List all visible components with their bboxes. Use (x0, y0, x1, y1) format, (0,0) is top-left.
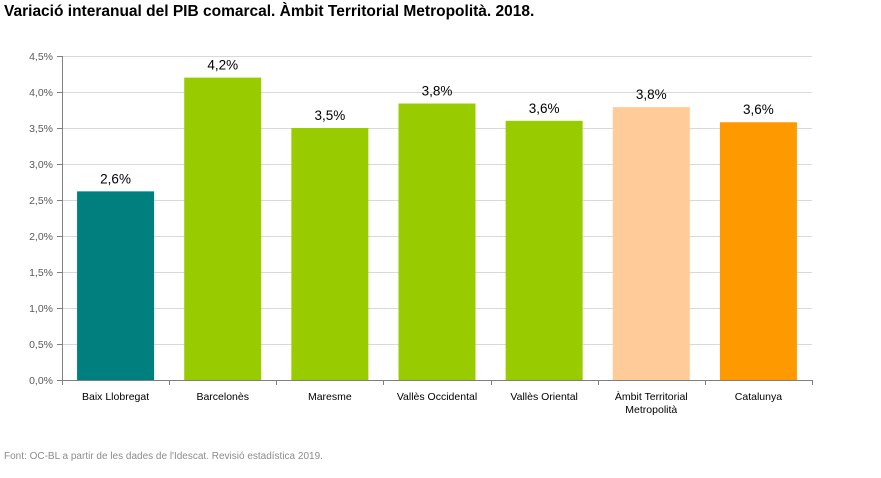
y-tick-label: 2,0% (29, 231, 53, 243)
bars: 2,6% 4,2% 3,5% 3,8% 3,6% 3,8% 3,6% (77, 58, 797, 381)
bar (505, 120, 583, 381)
x-tick-label: Barcelonès (196, 391, 249, 403)
x-axis: Baix Llobregat Barcelonès Maresme Vallès Oc… (62, 380, 813, 416)
x-tick-label: Maresme (308, 391, 352, 403)
y-tick-label: 0,5% (29, 339, 53, 351)
x-tick-label: Àmbit Territorial Metropolità (615, 390, 688, 416)
data-label: 3,6% (529, 101, 560, 116)
x-tick-label: Vallès Oriental (510, 391, 578, 403)
x-tick-label: Catalunya (735, 391, 782, 403)
y-axis: 0,0% 0,5% 1,0% 1,5% 2,0% 2,5% 3,0% 3,5% 4,0% 4,5% (29, 51, 63, 387)
y-tick-label: 4,5% (29, 51, 53, 63)
data-label: 3,5% (314, 108, 345, 123)
x-tick-label: Vallès Occidental (397, 391, 477, 403)
y-tick-label: 0,0% (29, 375, 53, 387)
data-label: 3,8% (636, 87, 667, 102)
bar (184, 77, 262, 380)
data-label: 3,6% (743, 102, 774, 117)
data-label: 3,8% (422, 84, 453, 99)
y-tick-label: 1,5% (29, 267, 53, 279)
y-tick-label: 4,0% (29, 87, 53, 99)
chart-title: Variació interanual del PIB comarcal. Àm… (4, 3, 535, 20)
bar (398, 103, 476, 381)
y-tick-label: 2,5% (29, 195, 53, 207)
source-note: Font: OC-BL a partir de les dades de l'I… (4, 451, 323, 462)
y-tick-label: 1,0% (29, 303, 53, 315)
x-tick-label: Baix Llobregat (82, 391, 149, 403)
y-tick-label: 3,0% (29, 159, 53, 171)
bar (291, 128, 369, 380)
y-tick-label: 3,5% (29, 123, 53, 135)
bar (77, 191, 155, 380)
bar (612, 107, 690, 381)
data-label: 4,2% (207, 58, 238, 73)
data-label: 2,6% (100, 171, 131, 186)
bar (719, 122, 797, 381)
